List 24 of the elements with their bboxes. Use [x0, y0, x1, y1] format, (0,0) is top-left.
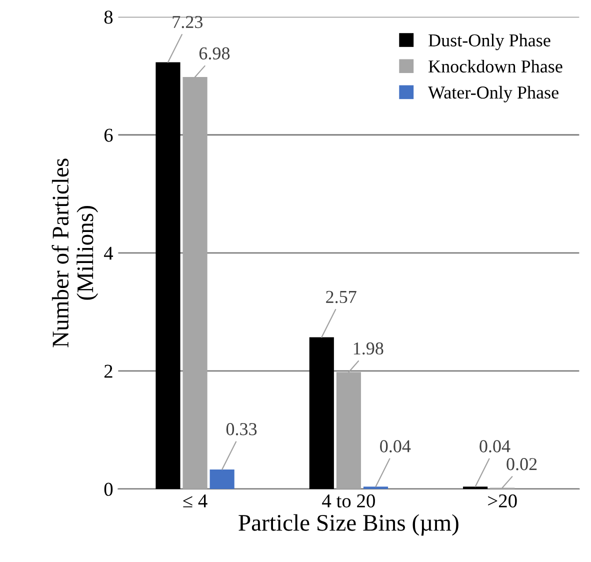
y-tick-label: 8 [104, 10, 113, 24]
bar [210, 469, 234, 489]
data-label: 0.33 [226, 423, 257, 436]
data-label: 6.98 [199, 47, 230, 60]
data-label: 2.57 [326, 290, 356, 304]
y-tick-label: 4 [104, 246, 114, 260]
legend-label: Knockdown Phase [428, 60, 562, 73]
x-tick-label: ≤ 4 [183, 494, 208, 508]
x-tick-label: 4 to 20 [322, 494, 375, 508]
x-tick-label: >20 [488, 494, 517, 508]
data-label: 1.98 [354, 342, 384, 355]
y-axis-title: Number of Particles (Millions) [52, 158, 98, 348]
data-label: 0.04 [380, 440, 411, 452]
bar [156, 62, 180, 489]
legend-label: Water-Only Phase [428, 86, 558, 102]
data-label: 7.23 [172, 16, 203, 28]
x-axis-title: Particle Size Bins (µm) [238, 514, 458, 536]
data-label: 0.04 [480, 440, 510, 452]
bar [309, 337, 334, 489]
y-tick-label: 0 [104, 482, 113, 496]
y-tick-label: 2 [104, 364, 112, 378]
y-tick-label: 6 [104, 128, 113, 142]
data-label: 0.02 [506, 458, 537, 470]
legend-label: Dust-Only Phase [428, 34, 550, 50]
